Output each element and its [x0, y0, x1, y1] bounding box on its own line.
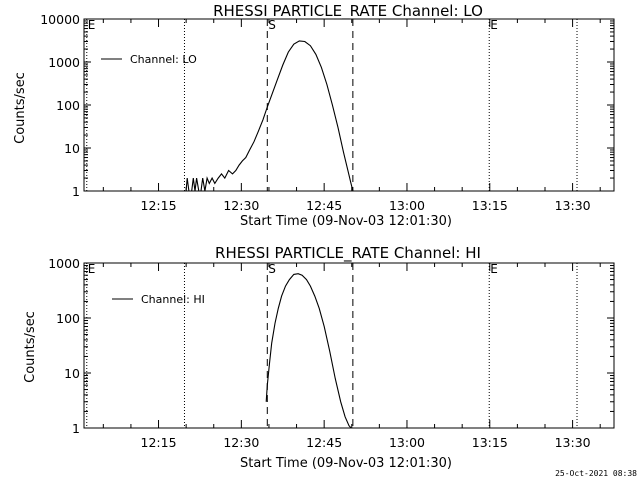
y-tick-label-lo: 10	[64, 141, 80, 156]
y-tick-label-lo: 10000	[40, 12, 80, 27]
x-axis-label-lo: Start Time (09-Nov-03 12:01:30)	[240, 214, 452, 229]
y-axis-label-lo: Counts/sec	[13, 72, 28, 144]
x-tick-label-hi: 12:15	[141, 435, 177, 450]
footer-timestamp: 25-Oct-2021 08:38	[555, 469, 637, 478]
x-tick-label-lo: 13:15	[472, 198, 508, 213]
marker-label-lo: E	[88, 18, 96, 32]
x-tick-label-hi: 12:45	[306, 435, 342, 450]
plot-frame-hi	[83, 262, 615, 429]
series-line-lo	[185, 40, 354, 192]
marker-label-hi: E	[490, 262, 498, 276]
chart-title-lo: RHESSI PARTICLE_RATE Channel: LO	[213, 2, 483, 21]
marker-label-lo: S	[268, 18, 276, 32]
legend-label-lo: Channel: LO	[130, 53, 197, 66]
x-tick-label-lo: 13:30	[555, 198, 591, 213]
chart-title-hi: RHESSI PARTICLE_RATE Channel: HI	[215, 244, 481, 263]
y-tick-label-hi: 10	[64, 366, 80, 381]
x-tick-label-lo: 12:45	[306, 198, 342, 213]
panel-lo: RHESSI PARTICLE_RATE Channel: LO Start T…	[13, 2, 615, 229]
x-tick-label-lo: 13:00	[389, 198, 425, 213]
y-axis-label-hi: Counts/sec	[23, 311, 38, 383]
x-tick-label-lo: 12:15	[141, 198, 177, 213]
y-tick-label-hi: 1	[72, 421, 80, 436]
plot-frame-lo	[83, 18, 615, 192]
legend-label-hi: Channel: HI	[141, 293, 205, 306]
x-tick-label-hi: 13:15	[472, 435, 508, 450]
y-tick-label-hi: 100	[56, 311, 80, 326]
y-tick-label-lo: 1	[72, 184, 80, 199]
marker-label-lo: E	[490, 18, 498, 32]
x-tick-label-hi: 12:30	[223, 435, 259, 450]
x-tick-label-lo: 12:30	[223, 198, 259, 213]
marker-label-hi: E	[88, 262, 96, 276]
y-tick-label-hi: 1000	[48, 256, 80, 271]
y-tick-label-lo: 100	[56, 98, 80, 113]
marker-label-hi: S	[268, 262, 276, 276]
y-tick-label-lo: 1000	[48, 55, 80, 70]
series-line-hi	[265, 273, 352, 429]
panel-hi: RHESSI PARTICLE_RATE Channel: HI Start T…	[23, 244, 615, 471]
x-axis-label-hi: Start Time (09-Nov-03 12:01:30)	[240, 456, 452, 471]
x-tick-label-hi: 13:30	[555, 435, 591, 450]
x-tick-label-hi: 13:00	[389, 435, 425, 450]
